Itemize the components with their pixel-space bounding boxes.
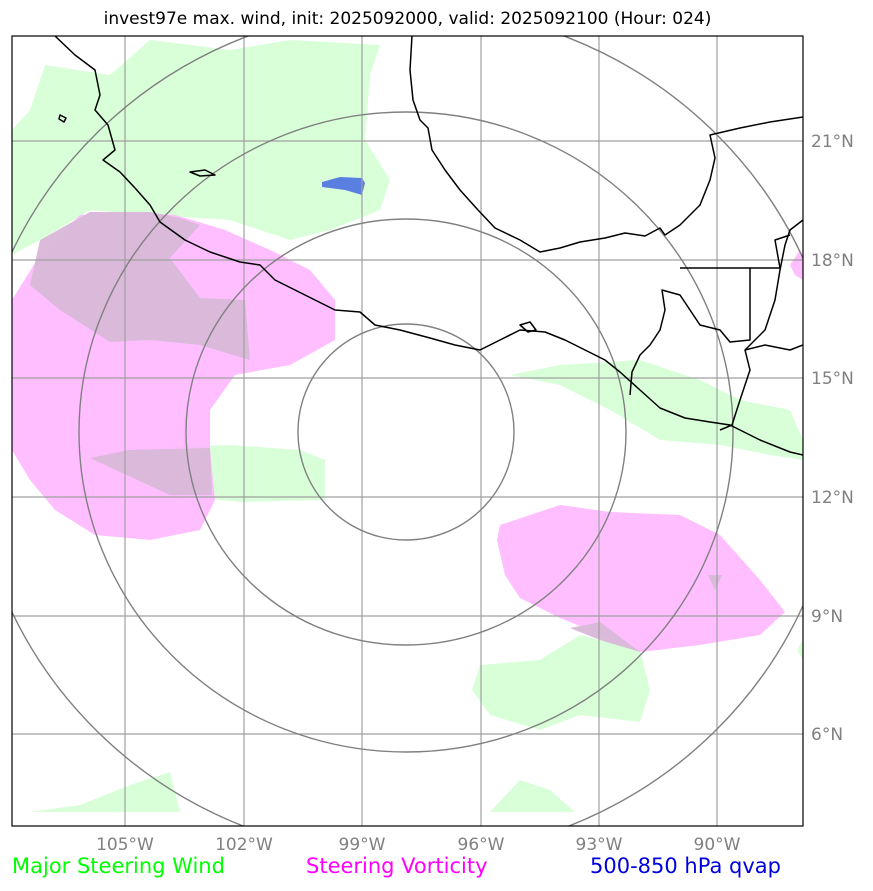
steering-wind-area-sw <box>30 772 180 812</box>
island-small-2 <box>189 169 216 177</box>
coastlines <box>54 36 803 456</box>
latitude-labels: 21°N 18°N 15°N 12°N 9°N 6°N <box>811 132 854 745</box>
steering-wind-area-sse <box>490 780 575 812</box>
overlap-area-se-small <box>708 575 722 590</box>
coastline-gulf <box>409 36 803 253</box>
legend-qvap: 500-850 hPa qvap <box>590 854 781 878</box>
lat-label: 21°N <box>811 132 854 152</box>
lon-label: 93°W <box>576 835 623 855</box>
range-rings <box>12 36 803 826</box>
lat-label: 12°N <box>811 488 854 508</box>
border-belize <box>750 234 791 269</box>
steering-wind-area-east <box>510 360 803 460</box>
steering-wind-area-north <box>12 40 390 255</box>
range-ring-2 <box>185 218 627 646</box>
lon-label: 96°W <box>458 835 505 855</box>
overlap-area-nw <box>30 212 250 360</box>
lon-label: 90°W <box>694 835 741 855</box>
border-central <box>744 344 803 351</box>
lat-label: 15°N <box>811 369 854 389</box>
lon-label: 102°W <box>215 835 273 855</box>
island-small <box>58 114 67 123</box>
map-frame <box>11 35 804 827</box>
overlap-area-se <box>570 622 640 652</box>
range-ring-1 <box>297 323 515 541</box>
gridlines <box>12 36 803 826</box>
coastline-yucatan <box>719 219 803 431</box>
legend-steering-vorticity: Steering Vorticity <box>306 854 488 878</box>
vorticity-area-southeast <box>497 505 785 652</box>
steering-wind-area-edge <box>797 640 803 660</box>
overlap-area-center <box>90 448 212 495</box>
range-ring-3 <box>78 111 734 753</box>
lat-label: 9°N <box>811 607 843 627</box>
legend-steering-wind: Major Steering Wind <box>12 854 225 878</box>
map-title: invest97e max. wind, init: 2025092000, v… <box>103 9 712 29</box>
longitude-labels: 105°W 102°W 99°W 96°W 93°W 90°W <box>96 835 741 855</box>
qvap-area <box>322 177 365 195</box>
vorticity-area-edge <box>790 250 803 280</box>
lat-label: 6°N <box>811 725 843 745</box>
lat-label: 18°N <box>811 251 854 271</box>
steering-wind-area-south <box>472 635 650 730</box>
island-small-3 <box>519 321 537 333</box>
lon-label: 105°W <box>96 835 154 855</box>
lon-label: 99°W <box>339 835 386 855</box>
border-guatemala <box>629 267 751 396</box>
coastline-pacific-mexico <box>54 36 803 456</box>
overlap-areas <box>30 212 722 652</box>
